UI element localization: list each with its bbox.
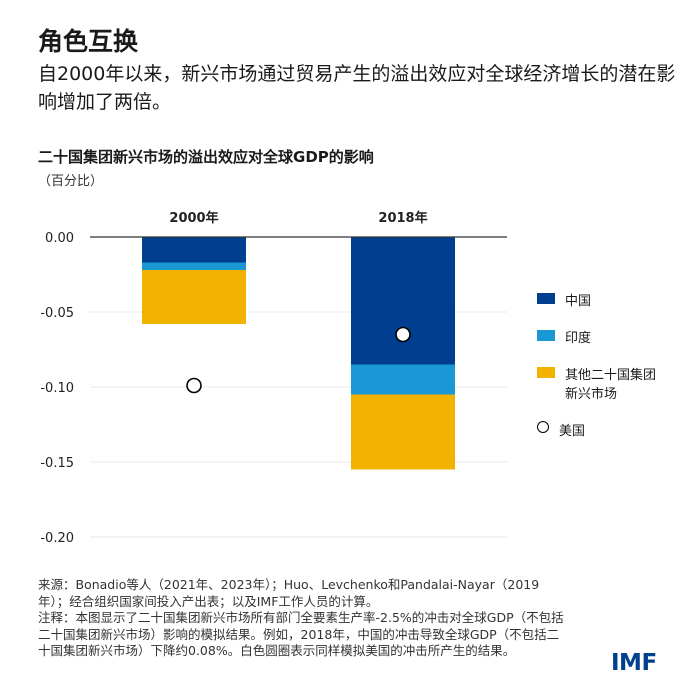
legend-label: 中国 bbox=[565, 294, 592, 309]
legend-item-india: 印度 bbox=[537, 327, 656, 346]
page-subtitle: 自2000年以来，新兴市场通过贸易产生的溢出效应对全球经济增长的潜在影响增加了两… bbox=[38, 63, 676, 113]
footnotes: 来源：Bonadio等人（2021年、2023年）；Huo、Levchenko和… bbox=[38, 577, 568, 660]
bar-segment bbox=[351, 364, 455, 395]
page-title: 角色互换 bbox=[38, 27, 139, 56]
y-tick-label: -0.20 bbox=[40, 531, 74, 546]
y-tick-label: 0.00 bbox=[45, 231, 74, 246]
bar-segment bbox=[142, 237, 246, 263]
y-tick-label: -0.05 bbox=[40, 306, 74, 321]
y-tick-label: -0.15 bbox=[40, 456, 74, 471]
imf-logo: IMF bbox=[611, 650, 657, 676]
us-marker bbox=[395, 326, 411, 343]
x-category-label: 2018年 bbox=[378, 210, 427, 226]
us-marker bbox=[186, 377, 202, 394]
legend-label: 印度 bbox=[565, 331, 592, 346]
note-text: 注释：本图显示了二十国集团新兴市场所有部门全要素生产率-2.5%的冲击对全球GD… bbox=[38, 610, 564, 658]
bar-segment bbox=[351, 237, 455, 365]
source-note: 来源：Bonadio等人（2021年、2023年）；Huo、Levchenko和… bbox=[38, 577, 540, 609]
bar-segment bbox=[351, 394, 455, 470]
legend-item-other: 其他二十国集团 新兴市场 bbox=[537, 364, 656, 402]
legend-item-us: 美国 bbox=[537, 420, 656, 439]
legend-label: 美国 bbox=[559, 424, 586, 439]
chart-unit: （百分比） bbox=[38, 174, 104, 189]
legend-swatch bbox=[537, 330, 555, 341]
legend-item-china: 中国 bbox=[537, 290, 656, 309]
chart-title: 二十国集团新兴市场的溢出效应对全球GDP的影响 bbox=[38, 148, 374, 166]
bar-segment bbox=[142, 270, 246, 324]
bar-segment bbox=[142, 262, 246, 270]
y-tick-label: -0.10 bbox=[40, 381, 74, 396]
legend: 中国 印度 其他二十国集团 新兴市场 美国 bbox=[537, 290, 656, 457]
x-category-label: 2000年 bbox=[169, 210, 218, 226]
legend-swatch bbox=[537, 367, 555, 378]
legend-swatch bbox=[537, 293, 555, 304]
legend-label: 其他二十国集团 新兴市场 bbox=[565, 368, 657, 402]
circle-icon bbox=[537, 421, 549, 433]
